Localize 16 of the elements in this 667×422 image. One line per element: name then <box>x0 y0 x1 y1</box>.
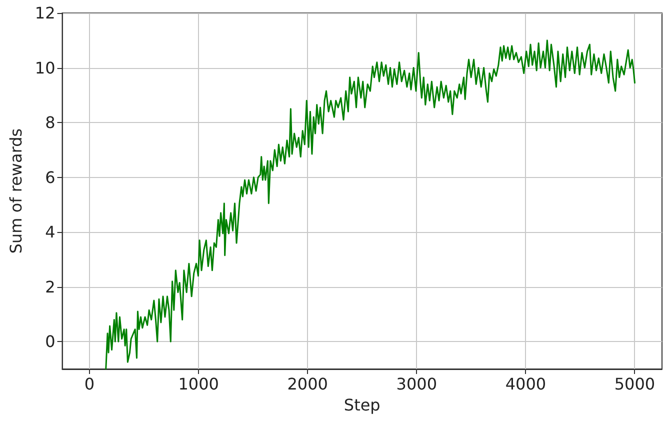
y-tick-label: 10 <box>34 58 56 78</box>
x-tick-label: 0 <box>84 374 95 394</box>
x-axis-title: Step <box>344 396 380 414</box>
x-tick-label: 1000 <box>178 374 219 394</box>
y-tick-label: 4 <box>45 222 56 242</box>
y-tick-label: 6 <box>45 168 56 187</box>
y-tick-label: 0 <box>45 332 56 352</box>
line-series <box>105 40 636 370</box>
x-tick-label: 3000 <box>396 374 438 394</box>
y-tick-label: 2 <box>45 277 56 296</box>
y-axis-title: Sum of rewards <box>6 128 26 254</box>
x-tick-label: 4000 <box>505 374 546 394</box>
y-tick-label: 12 <box>34 4 56 22</box>
x-tick-label: 5000 <box>614 374 656 394</box>
x-tick-label: 2000 <box>287 374 328 394</box>
y-tick-label: 8 <box>45 113 56 132</box>
